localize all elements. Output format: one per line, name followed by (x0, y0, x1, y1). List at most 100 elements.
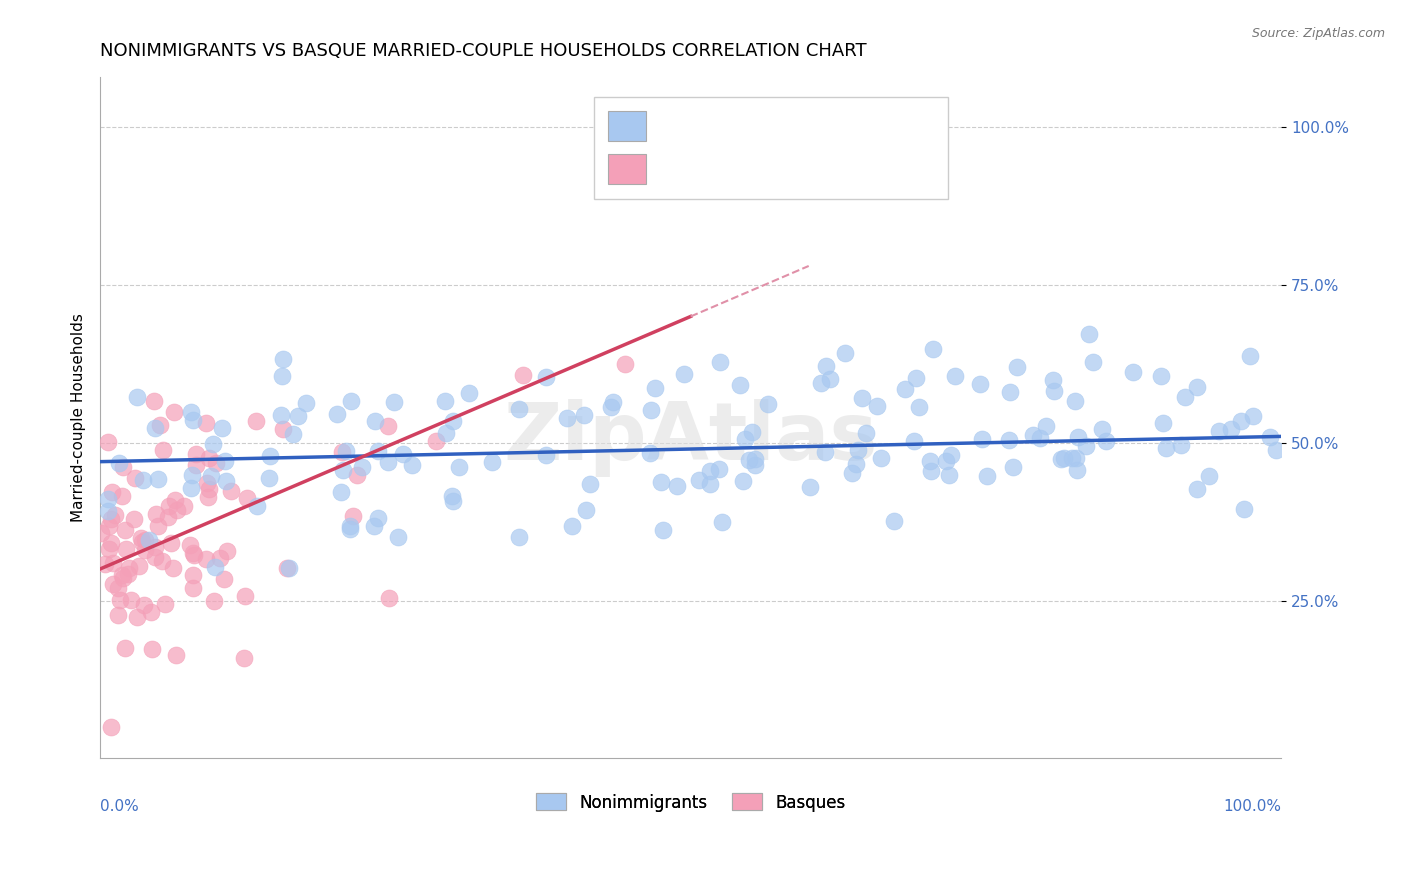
Point (128, 558, 150, 573)
Point (1005, 360, 1028, 375)
Point (134, 533, 156, 548)
Point (270, 408, 292, 422)
Point (364, 414, 387, 428)
Point (815, 359, 838, 373)
Point (326, 408, 349, 422)
Point (734, 433, 756, 447)
Point (211, 421, 233, 435)
Point (640, 403, 662, 417)
Point (107, 607, 129, 622)
Point (276, 561, 298, 575)
Point (846, 443, 869, 458)
Point (579, 477, 602, 491)
Text: N =: N = (797, 160, 837, 178)
Point (153, 598, 176, 612)
Text: N =: N = (797, 118, 837, 136)
Point (149, 417, 172, 432)
Point (100, 720, 122, 734)
Point (152, 443, 174, 458)
Point (120, 593, 142, 607)
Point (711, 516, 734, 530)
Point (97, 434, 120, 449)
Point (1170, 438, 1192, 452)
Point (142, 394, 165, 409)
Point (124, 471, 146, 485)
Point (110, 592, 132, 607)
Point (644, 381, 666, 395)
Point (1042, 373, 1064, 387)
Point (107, 582, 129, 596)
Point (1174, 390, 1197, 404)
Point (271, 351, 294, 366)
Point (134, 542, 156, 557)
Point (652, 524, 675, 538)
Point (1022, 428, 1045, 442)
Point (143, 421, 166, 435)
Point (101, 556, 124, 570)
FancyBboxPatch shape (607, 153, 645, 184)
Point (245, 414, 267, 428)
Point (335, 444, 357, 458)
Point (387, 530, 409, 544)
Point (141, 605, 163, 619)
Point (441, 493, 464, 508)
Text: R =: R = (661, 118, 700, 136)
Point (665, 478, 688, 492)
Point (709, 462, 731, 476)
Point (127, 390, 149, 404)
Point (756, 396, 779, 410)
Point (367, 511, 389, 525)
FancyBboxPatch shape (593, 97, 948, 199)
Point (1241, 409, 1264, 423)
Point (363, 518, 385, 533)
Point (270, 369, 292, 384)
Point (205, 457, 228, 471)
Point (114, 523, 136, 537)
Point (883, 514, 905, 528)
Point (259, 450, 281, 464)
Point (688, 474, 710, 488)
Point (195, 475, 218, 490)
Point (146, 519, 169, 533)
Point (367, 444, 389, 458)
Point (97, 519, 120, 533)
Point (894, 382, 917, 396)
Point (257, 471, 280, 485)
Point (938, 468, 960, 483)
Text: NONIMMIGRANTS VS BASQUE MARRIED-COUPLE HOUSEHOLDS CORRELATION CHART: NONIMMIGRANTS VS BASQUE MARRIED-COUPLE H… (100, 42, 866, 60)
Point (1264, 443, 1286, 458)
Point (709, 355, 731, 369)
Point (173, 499, 195, 513)
Point (976, 468, 998, 483)
Point (401, 458, 423, 472)
Point (232, 651, 254, 665)
Point (117, 566, 139, 581)
Point (111, 489, 134, 503)
Point (163, 493, 186, 508)
Point (97, 492, 120, 507)
Point (434, 393, 457, 408)
Point (1185, 482, 1208, 496)
Point (332, 463, 354, 477)
Point (534, 369, 557, 384)
Text: 87: 87 (848, 160, 870, 178)
Point (1053, 450, 1076, 465)
Point (118, 561, 141, 575)
Point (180, 482, 202, 496)
Point (201, 437, 224, 451)
Point (146, 472, 169, 486)
Point (132, 598, 155, 612)
Point (111, 459, 134, 474)
Point (97, 504, 120, 518)
Point (851, 391, 873, 405)
Point (377, 455, 399, 469)
Point (271, 422, 294, 436)
Point (1001, 459, 1024, 474)
Point (1064, 450, 1087, 465)
Point (111, 568, 134, 582)
Point (114, 640, 136, 655)
Point (183, 548, 205, 562)
Point (157, 510, 180, 524)
Point (481, 455, 503, 469)
Point (1152, 416, 1174, 430)
